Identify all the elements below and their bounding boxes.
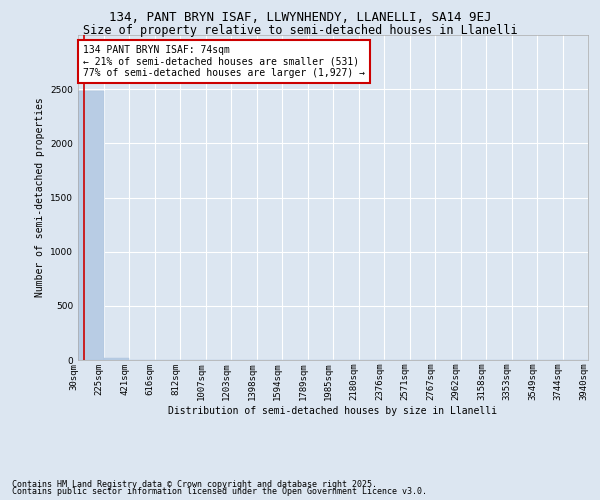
Text: Contains HM Land Registry data © Crown copyright and database right 2025.: Contains HM Land Registry data © Crown c… (12, 480, 377, 489)
X-axis label: Distribution of semi-detached houses by size in Llanelli: Distribution of semi-detached houses by … (169, 406, 497, 416)
Text: 134, PANT BRYN ISAF, LLWYNHENDY, LLANELLI, SA14 9EJ: 134, PANT BRYN ISAF, LLWYNHENDY, LLANELL… (109, 11, 491, 24)
Text: Size of property relative to semi-detached houses in Llanelli: Size of property relative to semi-detach… (83, 24, 517, 37)
Text: Contains public sector information licensed under the Open Government Licence v3: Contains public sector information licen… (12, 487, 427, 496)
Bar (104, 358, 129, 360)
Text: 134 PANT BRYN ISAF: 74sqm
← 21% of semi-detached houses are smaller (531)
77% of: 134 PANT BRYN ISAF: 74sqm ← 21% of semi-… (83, 45, 365, 78)
Bar (78, 92, 104, 360)
Y-axis label: Number of semi-detached properties: Number of semi-detached properties (35, 98, 44, 298)
